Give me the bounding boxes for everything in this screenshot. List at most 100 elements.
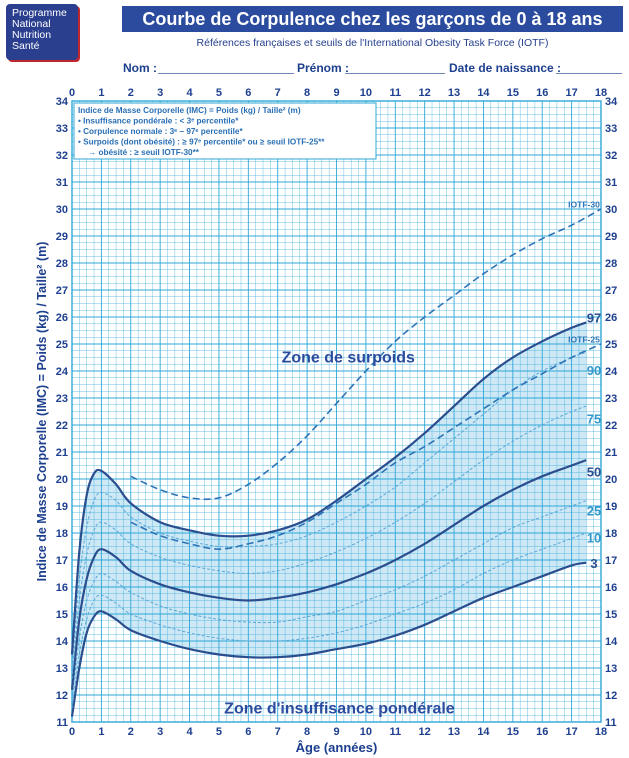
y-tick-label-left: 28 [56,258,68,270]
x-axis-label: Âge (années) [296,740,378,755]
y-tick-label-right: 32 [605,150,617,162]
prenom-label: Prénom : [297,61,350,75]
y-tick-label-left: 14 [56,636,69,648]
y-tick-label-right: 17 [605,555,617,567]
x-tick-label-top: 0 [69,87,75,99]
y-tick-label-left: 25 [56,339,68,351]
x-tick-label-bottom: 14 [477,726,490,738]
x-tick-label-top: 6 [245,87,251,99]
x-tick-label-top: 3 [157,87,163,99]
x-tick-label-top: 4 [186,87,193,99]
legend-box: Indice de Masse Corporelle (IMC) = Poids… [73,102,377,160]
x-tick-label-bottom: 11 [389,726,401,738]
plot-border [71,100,602,723]
curve-label-50: 50 [587,464,601,479]
curve-label-75: 75 [587,412,601,427]
prenom-field[interactable] [345,73,445,74]
x-tick-label-bottom: 7 [275,726,281,738]
y-tick-label-left: 26 [56,312,68,324]
y-tick-label-left: 31 [56,177,68,189]
curve-3 [70,561,587,717]
y-tick-label-left: 16 [56,582,68,594]
x-tick-label-top: 18 [595,87,607,99]
x-tick-label-top: 11 [389,87,401,99]
y-tick-label-right: 26 [605,312,617,324]
x-tick-label-bottom: 16 [536,726,548,738]
pnns-logo: Programme National Nutrition Santé [6,4,78,60]
logo-line-1: Programme [12,7,67,19]
y-tick-label-left: 11 [56,717,68,729]
curve-50 [70,459,587,690]
x-tick-label-top: 13 [448,87,460,99]
x-tick-label-bottom: 6 [245,726,251,738]
y-tick-label-right: 11 [605,717,617,729]
y-tick-label-right: 13 [605,663,617,675]
zone-surpoids-label: Zone de surpoids [282,350,415,367]
curve-75 [71,405,587,679]
x-tick-label-top: 5 [216,87,222,99]
x-tick-label-bottom: 10 [360,726,372,738]
y-tick-label-right: 16 [605,582,617,594]
y-tick-label-left: 21 [56,447,68,459]
x-tick-label-top: 7 [275,87,281,99]
y-tick-label-left: 22 [56,420,68,432]
logo-line-3: Nutrition [12,29,52,41]
curve-25 [71,500,587,701]
y-tick-label-left: 20 [56,474,68,486]
curve-label-10: 10 [587,530,601,545]
x-tick-label-top: 12 [419,87,431,99]
x-tick-label-bottom: 18 [595,726,607,738]
chart-title: Courbe de Corpulence chez les garçons de… [122,6,623,32]
y-tick-label-right: 20 [605,474,617,486]
y-tick-label-right: 30 [605,204,617,216]
x-tick-label-top: 14 [477,87,490,99]
x-tick-label-bottom: 0 [69,726,75,738]
x-tick-label-top: 16 [536,87,548,99]
y-tick-label-left: 15 [56,609,68,621]
y-tick-label-right: 33 [605,123,617,135]
y-tick-label-right: 19 [605,501,617,513]
x-tick-label-top: 2 [128,87,134,99]
curve-10 [71,532,587,709]
y-tick-label-left: 17 [56,555,68,567]
y-tick-label-left: 18 [56,528,68,540]
y-tick-label-left: 29 [56,231,68,243]
y-tick-label-right: 22 [605,420,617,432]
legend-frame [73,102,377,160]
curve-label-90: 90 [587,363,601,378]
chart-subtitle: Références françaises et seuils de l'Int… [196,37,549,49]
x-tick-label-bottom: 17 [565,726,577,738]
y-tick-label-right: 23 [605,393,617,405]
x-tick-label-bottom: 13 [448,726,460,738]
y-tick-label-right: 34 [605,96,618,108]
legend-line: Indice de Masse Corporelle (IMC) = Poids… [78,106,301,115]
x-tick-label-top: 15 [507,87,519,99]
y-tick-label-right: 14 [605,636,618,648]
legend-line: • Insuffisance pondérale : < 3ᵉ percenti… [78,117,239,126]
curve-90 [71,351,587,669]
naissance-field[interactable] [556,73,622,74]
y-tick-label-left: 19 [56,501,68,513]
nom-field[interactable] [158,73,294,74]
y-tick-label-left: 12 [56,690,68,702]
x-tick-label-top: 17 [565,87,577,99]
y-tick-label-left: 24 [56,366,69,378]
curve-IOTF-25 [130,343,602,551]
logo-line-4: Santé [12,40,40,52]
curve-label-3: 3 [590,556,597,571]
x-tick-label-bottom: 3 [157,726,163,738]
y-tick-label-left: 30 [56,204,68,216]
y-tick-label-right: 28 [605,258,617,270]
x-tick-label-bottom: 5 [216,726,222,738]
curve-label-25: 25 [587,503,601,518]
x-tick-label-top: 9 [333,87,339,99]
y-tick-label-left: 23 [56,393,68,405]
curve-IOTF-30 [130,208,602,501]
logo-line-2: National [12,18,51,30]
x-tick-label-bottom: 1 [98,726,104,738]
y-tick-label-left: 33 [56,123,68,135]
y-tick-label-right: 15 [605,609,617,621]
x-tick-label-top: 1 [98,87,104,99]
x-tick-label-top: 8 [304,87,310,99]
